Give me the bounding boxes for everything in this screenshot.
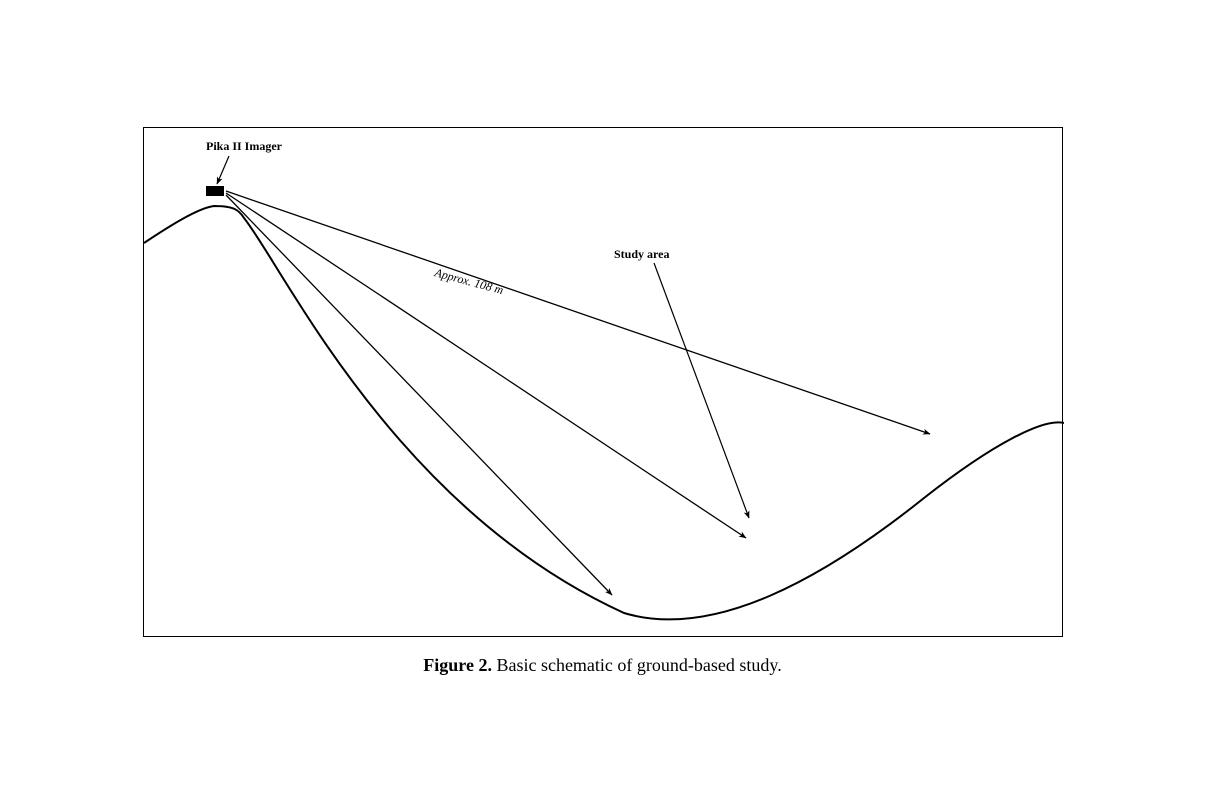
figure-caption: Figure 2. Basic schematic of ground-base… [423,655,781,676]
view-ray-middle [226,193,746,538]
terrain-curve [144,206,1064,619]
imager-icon [206,186,224,196]
figure-caption-text: Basic schematic of ground-based study. [492,655,782,675]
imager-pointer-arrow [217,156,229,184]
diagram-svg: Pika II Imager Study area Approx. 108 m [144,128,1064,638]
figure-container: Pika II Imager Study area Approx. 108 m … [143,127,1063,676]
schematic-diagram: Pika II Imager Study area Approx. 108 m [143,127,1063,637]
view-ray-top [226,191,930,434]
distance-label: Approx. 108 m [432,265,505,297]
study-area-pointer-arrow [654,263,749,518]
view-ray-bottom [226,195,612,595]
figure-number: Figure 2. [423,655,492,675]
imager-label: Pika II Imager [206,139,283,153]
study-area-label: Study area [614,247,669,261]
